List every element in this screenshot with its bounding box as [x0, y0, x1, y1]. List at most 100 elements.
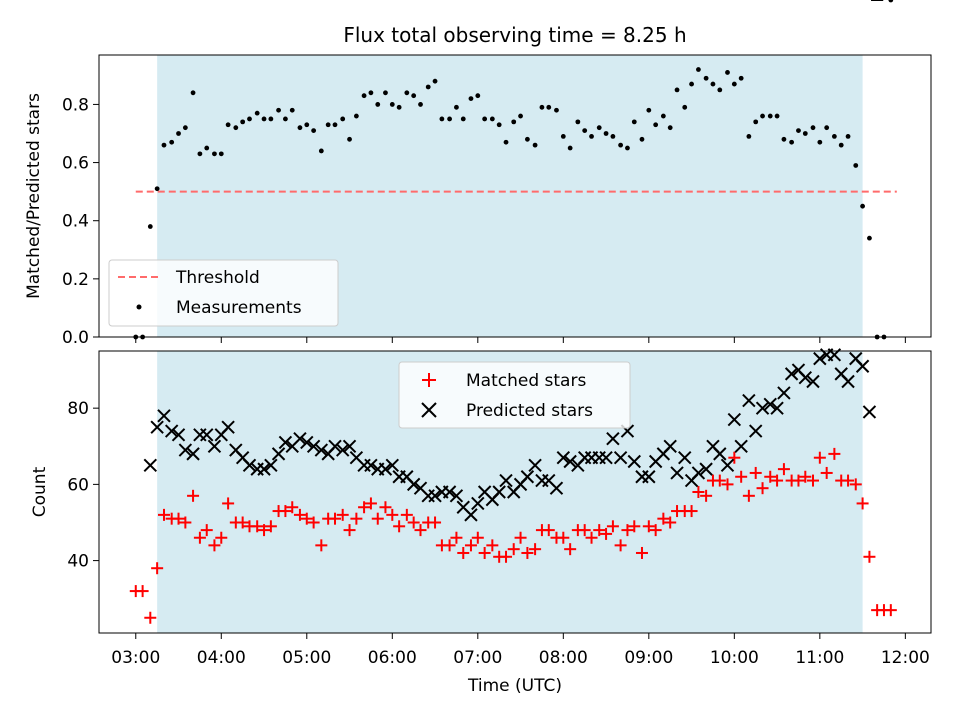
predicted-star-point [528, 458, 542, 473]
predicted-star-point [713, 447, 727, 461]
matched-star-point [343, 524, 356, 537]
measurements-legend-marker [136, 304, 142, 310]
matched-star-point [792, 474, 805, 487]
measurement-point [276, 107, 281, 113]
predicted-star-point [499, 473, 513, 488]
measurement-point [860, 203, 865, 209]
measurement-point [674, 87, 680, 93]
matched-star-point [236, 516, 249, 529]
matched-star-point [692, 486, 705, 498]
measurement-point [161, 142, 167, 148]
measurement-point [261, 116, 267, 122]
predicted-star-point [242, 458, 257, 473]
matched-star-point [585, 531, 598, 544]
measurement-point [368, 90, 374, 96]
ratio-y-tick-label: 0.0 [62, 328, 89, 348]
predicted-star-point [520, 470, 535, 484]
measurement-point [289, 107, 295, 113]
predicted-star-point [150, 420, 164, 434]
measurement-point [524, 136, 530, 142]
predicted-star-point [200, 428, 214, 442]
measurement-point [447, 116, 452, 122]
predicted-star-point [678, 450, 692, 465]
matched-star-point [806, 474, 819, 487]
measurement-point [489, 116, 495, 122]
measurement-point [432, 78, 438, 84]
predicted-star-point [691, 466, 706, 480]
matched-star-point [300, 512, 313, 525]
measurement-point [511, 119, 517, 125]
matched-star-point [813, 451, 826, 464]
measurement-point [639, 136, 645, 142]
matched-star-point [157, 508, 170, 521]
measurement-point [760, 113, 765, 119]
matched-star-point [350, 512, 363, 525]
ratio-legend-box [108, 259, 339, 327]
predicted-star-point [563, 454, 577, 469]
matched-star-point [358, 501, 371, 514]
measurement-point [689, 81, 694, 87]
matched-star-point [529, 543, 542, 556]
matched-star-point [200, 524, 213, 537]
matched-star-point [187, 489, 200, 502]
matched-star-point [649, 524, 662, 537]
measurement-point [532, 142, 538, 148]
matched-star-point [863, 550, 876, 563]
measurement-point [475, 93, 481, 99]
measurement-point [332, 122, 338, 128]
predicted-star-point [314, 443, 329, 457]
matched-star-point [193, 531, 206, 544]
ratio-x-ticks [135, 337, 906, 343]
x-tick-label: 06:00 [368, 648, 417, 668]
measurement-point [425, 84, 431, 90]
measurement-point [603, 131, 609, 136]
measurement-point [738, 75, 744, 81]
measurement-point [625, 145, 630, 151]
measurement-point [147, 224, 153, 229]
measurement-point [411, 93, 417, 99]
matched-legend-label: Matched stars [466, 371, 586, 391]
predicted-star-point [642, 470, 656, 484]
matched-star-point [749, 466, 762, 479]
matched-star-point [849, 478, 862, 491]
predicted-star-point [606, 431, 620, 446]
predicted-star-point [784, 367, 799, 381]
matched-star-point [507, 543, 520, 556]
x-tick-label: 10:00 [710, 648, 759, 668]
count-points-layer [129, 0, 897, 624]
matched-star-point [393, 520, 406, 533]
x-tick-label: 11:00 [795, 648, 844, 668]
predicted-star-point [300, 435, 314, 450]
ratio-panel-frame [98, 54, 932, 338]
measurement-point [268, 116, 274, 122]
predicted-star-point [364, 458, 378, 473]
predicted-star-point [264, 458, 278, 473]
measurement-point [247, 116, 252, 122]
predicted-star-point [734, 439, 748, 453]
count-y-tick-label: 40 [67, 552, 89, 572]
matched-star-point [657, 512, 670, 525]
x-axis-label: Time (UTC) [467, 676, 562, 696]
ratio-legend: Threshold Measurements [108, 259, 339, 327]
predicted-star-point [763, 397, 777, 412]
matched-star-point [764, 470, 777, 483]
matched-star-point [742, 489, 755, 502]
measurement-point [212, 151, 217, 157]
matched-star-point [464, 539, 477, 552]
measurement-point [567, 145, 573, 151]
measurement-point [240, 119, 246, 125]
predicted-star-point [186, 447, 200, 461]
predicted-star-point [178, 443, 193, 457]
measurement-point [546, 104, 552, 110]
measurement-point [845, 134, 851, 139]
matched-star-point [386, 508, 399, 521]
measurement-point [311, 128, 317, 133]
predicted-star-point [378, 462, 393, 476]
measurement-point [325, 122, 331, 128]
matched-star-point [700, 489, 713, 502]
ratio-y-ticks: 0.0 0.2 0.4 0.6 0.8 [62, 95, 99, 348]
matched-star-point [251, 520, 264, 533]
predicted-star-point [813, 351, 827, 366]
ratio-y-tick-label: 0.2 [62, 270, 89, 290]
